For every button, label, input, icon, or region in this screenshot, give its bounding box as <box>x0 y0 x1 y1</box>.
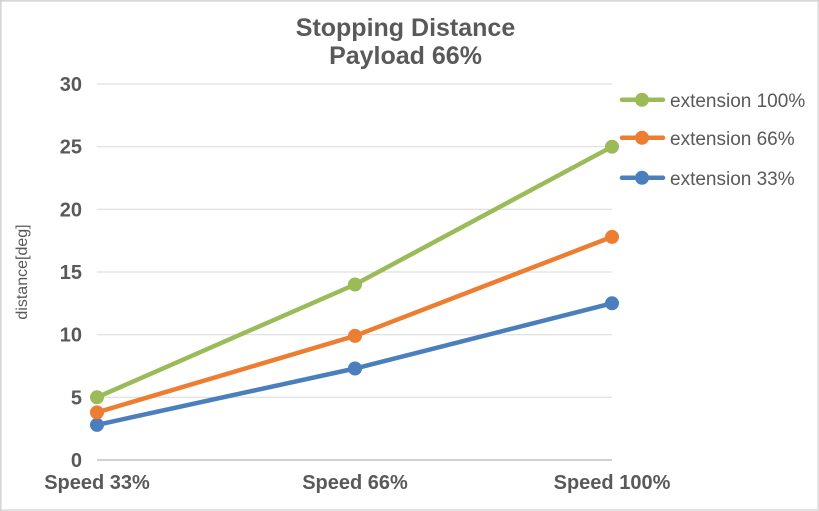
svg-text:extension 66%: extension 66% <box>670 129 795 150</box>
svg-text:30: 30 <box>60 74 82 96</box>
svg-text:25: 25 <box>60 137 82 159</box>
svg-text:extension 100%: extension 100% <box>670 91 805 112</box>
svg-text:15: 15 <box>60 262 82 284</box>
svg-text:5: 5 <box>71 387 82 409</box>
svg-text:Speed 100%: Speed 100% <box>554 472 671 494</box>
svg-text:10: 10 <box>60 325 82 347</box>
svg-text:extension 33%: extension 33% <box>670 169 795 190</box>
svg-text:Speed 33%: Speed 33% <box>44 472 150 494</box>
svg-text:0: 0 <box>71 450 82 472</box>
svg-text:distance[deg]: distance[deg] <box>14 224 31 319</box>
svg-text:20: 20 <box>60 199 82 221</box>
svg-text:Speed 66%: Speed 66% <box>302 472 408 494</box>
